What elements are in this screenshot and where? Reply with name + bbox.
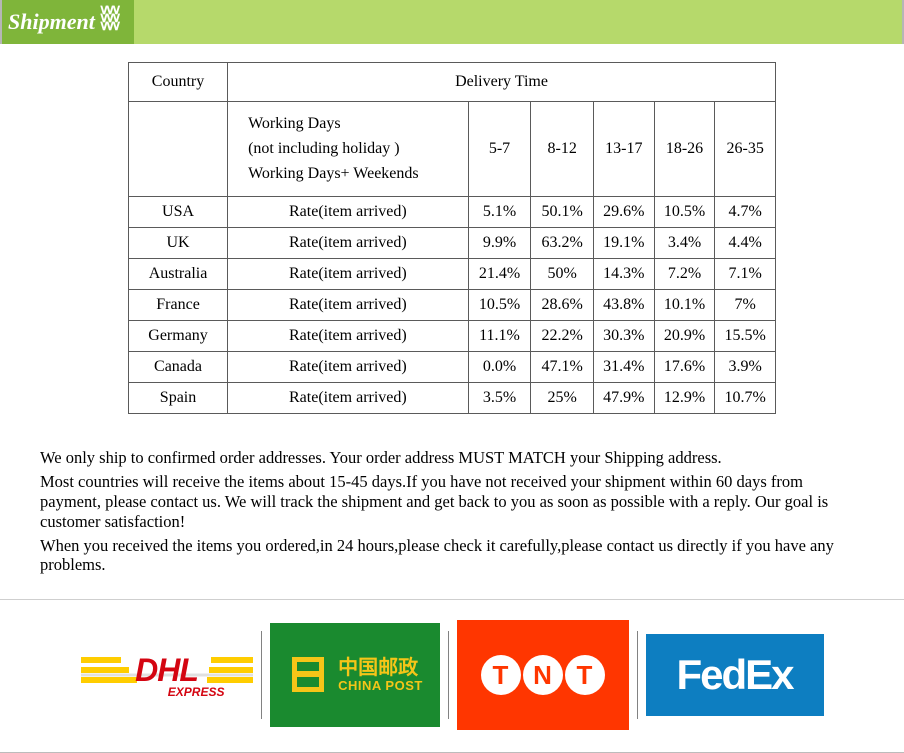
rate-value: 4.4% bbox=[715, 228, 776, 259]
header-bar: Shipment ∨∨∨∨∨∨∨∨∨ bbox=[0, 0, 904, 44]
rate-value: 31.4% bbox=[594, 352, 655, 383]
table-row: UKRate(item arrived)9.9%63.2%19.1%3.4%4.… bbox=[129, 228, 776, 259]
range-2: 13-17 bbox=[594, 102, 655, 197]
rate-label-cell: Rate(item arrived) bbox=[228, 352, 469, 383]
shipment-tab: Shipment ∨∨∨∨∨∨∨∨∨ bbox=[2, 0, 134, 44]
rate-value: 50% bbox=[531, 259, 594, 290]
chinapost-logo: 中国邮政 CHINA POST bbox=[270, 623, 440, 727]
country-cell: Spain bbox=[129, 383, 228, 414]
rate-value: 63.2% bbox=[531, 228, 594, 259]
wd-line2: (not including holiday ) bbox=[248, 140, 400, 157]
rate-label-cell: Rate(item arrived) bbox=[228, 383, 469, 414]
note-1: We only ship to confirmed order addresse… bbox=[40, 448, 864, 468]
chevron-down-icon: ∨∨∨∨∨∨∨∨∨ bbox=[99, 10, 118, 34]
rate-label-cell: Rate(item arrived) bbox=[228, 259, 469, 290]
rate-value: 10.1% bbox=[654, 290, 715, 321]
country-cell: Canada bbox=[129, 352, 228, 383]
table-header-row: Country Delivery Time bbox=[129, 63, 776, 102]
tnt-t1: T bbox=[481, 655, 521, 695]
rate-value: 10.5% bbox=[468, 290, 531, 321]
rate-value: 0.0% bbox=[468, 352, 531, 383]
rate-label-cell: Rate(item arrived) bbox=[228, 321, 469, 352]
logo-divider bbox=[637, 631, 638, 719]
rate-value: 3.4% bbox=[654, 228, 715, 259]
note-2: Most countries will receive the items ab… bbox=[40, 472, 864, 531]
rate-value: 7.2% bbox=[654, 259, 715, 290]
dhl-text: DHL bbox=[135, 652, 198, 689]
rate-value: 3.9% bbox=[715, 352, 776, 383]
country-cell: UK bbox=[129, 228, 228, 259]
country-cell: France bbox=[129, 290, 228, 321]
rate-value: 50.1% bbox=[531, 197, 594, 228]
delivery-table: Country Delivery Time Working Days (not … bbox=[128, 62, 776, 414]
working-days-cell: Working Days (not including holiday ) Wo… bbox=[228, 102, 469, 197]
delivery-table-wrap: Country Delivery Time Working Days (not … bbox=[128, 62, 776, 414]
range-3: 18-26 bbox=[654, 102, 715, 197]
rate-value: 7% bbox=[715, 290, 776, 321]
rate-label-cell: Rate(item arrived) bbox=[228, 228, 469, 259]
range-1: 8-12 bbox=[531, 102, 594, 197]
divider bbox=[0, 599, 904, 600]
fedex-fed: Fed bbox=[676, 651, 745, 699]
rate-value: 10.5% bbox=[654, 197, 715, 228]
country-cell: Australia bbox=[129, 259, 228, 290]
rate-value: 25% bbox=[531, 383, 594, 414]
table-row: USARate(item arrived)5.1%50.1%29.6%10.5%… bbox=[129, 197, 776, 228]
country-cell: USA bbox=[129, 197, 228, 228]
rate-value: 5.1% bbox=[468, 197, 531, 228]
rate-value: 10.7% bbox=[715, 383, 776, 414]
table-row: SpainRate(item arrived)3.5%25%47.9%12.9%… bbox=[129, 383, 776, 414]
range-4: 26-35 bbox=[715, 102, 776, 197]
rate-value: 28.6% bbox=[531, 290, 594, 321]
tnt-t2: T bbox=[565, 655, 605, 695]
rate-value: 30.3% bbox=[594, 321, 655, 352]
table-row: GermanyRate(item arrived)11.1%22.2%30.3%… bbox=[129, 321, 776, 352]
rate-value: 9.9% bbox=[468, 228, 531, 259]
rate-value: 29.6% bbox=[594, 197, 655, 228]
empty-cell bbox=[129, 102, 228, 197]
wd-line1: Working Days bbox=[248, 115, 340, 132]
rate-value: 20.9% bbox=[654, 321, 715, 352]
table-row: AustraliaRate(item arrived)21.4%50%14.3%… bbox=[129, 259, 776, 290]
country-cell: Germany bbox=[129, 321, 228, 352]
rate-value: 21.4% bbox=[468, 259, 531, 290]
rate-value: 47.9% bbox=[594, 383, 655, 414]
fedex-ex: Ex bbox=[745, 651, 792, 699]
header-delivery-time: Delivery Time bbox=[228, 63, 776, 102]
table-row: CanadaRate(item arrived)0.0%47.1%31.4%17… bbox=[129, 352, 776, 383]
fedex-logo: FedEx bbox=[646, 634, 824, 716]
carrier-logos: DHL EXPRESS 中国邮政 CHINA POST T N T FedEx bbox=[0, 620, 904, 740]
logo-divider bbox=[261, 631, 262, 719]
chinapost-icon bbox=[286, 653, 330, 697]
rate-value: 43.8% bbox=[594, 290, 655, 321]
rate-value: 3.5% bbox=[468, 383, 531, 414]
rate-value: 7.1% bbox=[715, 259, 776, 290]
table-range-row: Working Days (not including holiday ) Wo… bbox=[129, 102, 776, 197]
chinapost-cn: 中国邮政 bbox=[338, 657, 423, 679]
tab-label: Shipment bbox=[8, 9, 95, 35]
rate-value: 14.3% bbox=[594, 259, 655, 290]
logo-divider bbox=[448, 631, 449, 719]
rate-value: 47.1% bbox=[531, 352, 594, 383]
rate-value: 12.9% bbox=[654, 383, 715, 414]
rate-value: 15.5% bbox=[715, 321, 776, 352]
rate-value: 19.1% bbox=[594, 228, 655, 259]
rate-label-cell: Rate(item arrived) bbox=[228, 197, 469, 228]
rate-label-cell: Rate(item arrived) bbox=[228, 290, 469, 321]
chinapost-en: CHINA POST bbox=[338, 679, 423, 693]
note-3: When you received the items you ordered,… bbox=[40, 536, 864, 576]
dhl-logo: DHL EXPRESS bbox=[81, 641, 253, 709]
wd-line3: Working Days+ Weekends bbox=[248, 165, 419, 182]
table-row: FranceRate(item arrived)10.5%28.6%43.8%1… bbox=[129, 290, 776, 321]
rate-value: 11.1% bbox=[468, 321, 531, 352]
tnt-n: N bbox=[523, 655, 563, 695]
tnt-logo: T N T bbox=[457, 620, 629, 730]
header-country: Country bbox=[129, 63, 228, 102]
rate-value: 4.7% bbox=[715, 197, 776, 228]
range-0: 5-7 bbox=[468, 102, 531, 197]
rate-value: 22.2% bbox=[531, 321, 594, 352]
rate-value: 17.6% bbox=[654, 352, 715, 383]
dhl-sub: EXPRESS bbox=[168, 685, 225, 699]
shipping-notes: We only ship to confirmed order addresse… bbox=[40, 448, 864, 575]
